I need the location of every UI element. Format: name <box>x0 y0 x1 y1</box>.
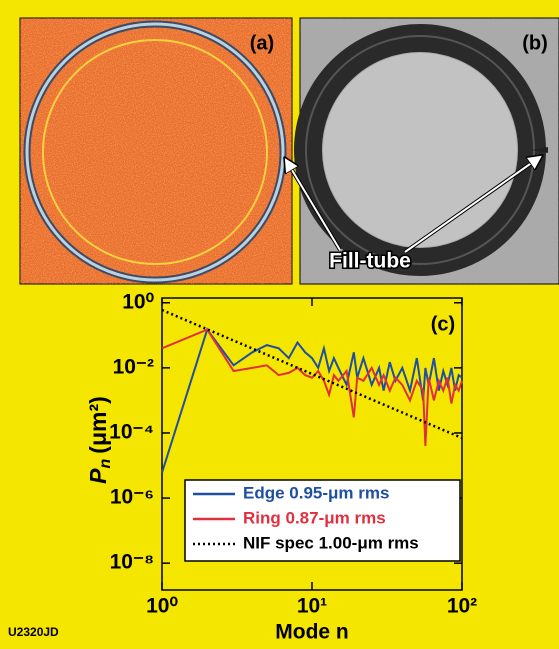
figure-id: U2320JD <box>8 625 59 639</box>
legend-label: Edge 0.95-μm rms <box>243 483 389 502</box>
panel-b-image <box>294 17 559 285</box>
y-tick-label: 10⁻⁴ <box>109 421 154 444</box>
y-label-subscript: n <box>97 458 114 468</box>
x-axis-label: Mode n <box>275 621 349 644</box>
y-label-unit: (μm²) <box>85 396 111 454</box>
x-tick-label: 10² <box>447 595 477 618</box>
annotation: Fill-tube <box>329 250 411 273</box>
y-label-symbol: P <box>85 468 111 484</box>
arrows <box>286 157 540 254</box>
y-tick-label: 10⁻⁶ <box>110 486 154 509</box>
panel-label: (a) <box>250 32 274 54</box>
panel-a-image <box>19 17 293 285</box>
y-tick-label: 10⁰ <box>122 290 154 313</box>
panel-label: (c) <box>431 313 455 335</box>
series-line <box>161 328 463 446</box>
legend-label: NIF spec 1.00-μm rms <box>243 533 419 552</box>
y-tick-label: 10⁻⁸ <box>110 551 154 574</box>
y-axis-label: Pn (μm²) <box>85 396 114 484</box>
x-tick-label: 10⁰ <box>146 595 178 618</box>
x-tick-label: 10¹ <box>297 595 327 618</box>
legend-label: Ring 0.87-μm rms <box>243 508 386 527</box>
series-line <box>161 308 463 440</box>
y-tick-label: 10⁻² <box>113 355 154 378</box>
panel-label: (b) <box>522 32 548 54</box>
